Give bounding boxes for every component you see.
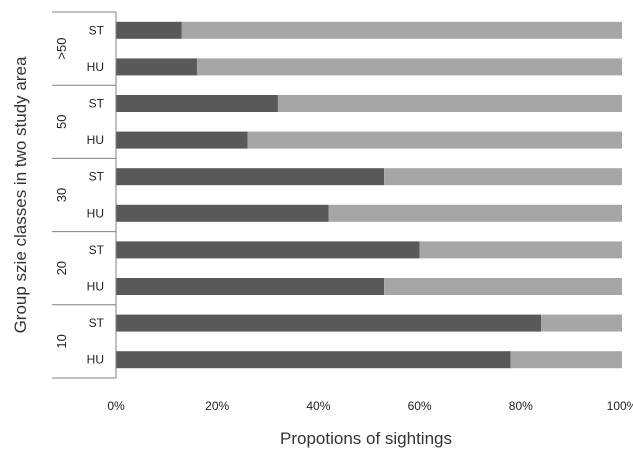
- group-label: 20: [54, 261, 69, 275]
- bar-segment-remainder: [384, 168, 622, 186]
- y-axis-title: Group szie classes in two study area: [11, 56, 30, 333]
- row-label: HU: [87, 280, 104, 294]
- bar-segment-remainder: [181, 21, 622, 39]
- row-label: ST: [89, 243, 105, 257]
- bar-segment-sighted: [116, 241, 420, 259]
- row-label: HU: [87, 133, 104, 147]
- bars-layer: [116, 21, 622, 369]
- bar-segment-remainder: [328, 204, 622, 222]
- bar-segment-sighted: [116, 314, 542, 332]
- row-label: ST: [89, 97, 105, 111]
- bar-segment-sighted: [116, 131, 248, 149]
- bar-segment-remainder: [384, 278, 622, 295]
- x-tick-label: 80%: [509, 399, 533, 413]
- x-tick-label: 100%: [607, 399, 633, 413]
- group-label: 30: [54, 188, 69, 202]
- x-tick-label: 40%: [306, 399, 330, 413]
- row-label: ST: [89, 316, 105, 330]
- row-label: ST: [89, 170, 105, 184]
- x-tick-label: 20%: [205, 399, 229, 413]
- bar-segment-sighted: [116, 204, 329, 222]
- bar-segment-sighted: [116, 278, 385, 295]
- bar-segment-remainder: [510, 351, 622, 369]
- bar-segment-sighted: [116, 95, 278, 112]
- x-tick-label: 0%: [107, 399, 125, 413]
- bar-segment-remainder: [541, 314, 622, 332]
- bar-segment-sighted: [116, 58, 197, 76]
- bar-segment-sighted: [116, 351, 511, 369]
- axis-layer: [52, 11, 117, 379]
- bar-segment-sighted: [116, 21, 182, 39]
- bar-segment-remainder: [247, 131, 622, 149]
- bar-segment-remainder: [277, 95, 622, 112]
- x-axis-title: Propotions of sightings: [280, 429, 452, 448]
- group-label: 50: [54, 115, 69, 129]
- row-label: HU: [87, 206, 104, 220]
- row-label: HU: [87, 353, 104, 367]
- bar-segment-remainder: [196, 58, 622, 76]
- group-label: 10: [54, 334, 69, 348]
- row-label: HU: [87, 60, 104, 74]
- x-tick-label: 60%: [408, 399, 432, 413]
- bar-segment-sighted: [116, 168, 385, 186]
- bar-segment-remainder: [419, 241, 622, 259]
- row-label: ST: [89, 23, 105, 37]
- group-label: >50: [54, 38, 69, 60]
